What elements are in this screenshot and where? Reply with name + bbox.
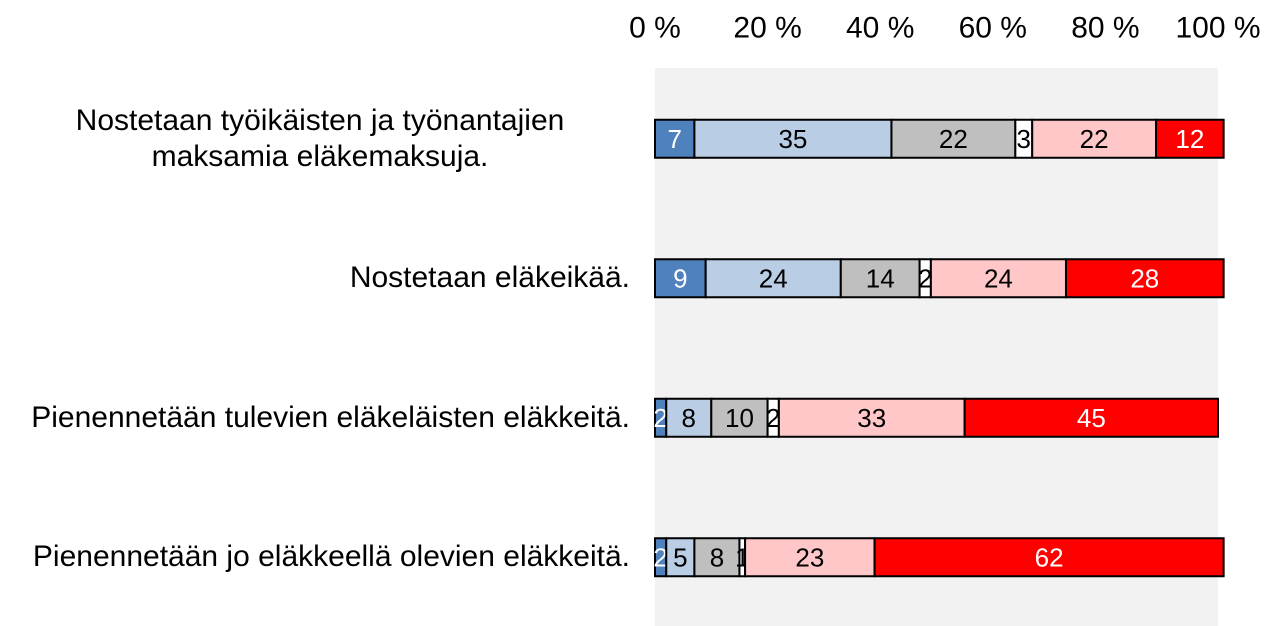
data-label: 8 — [710, 542, 724, 572]
x-tick-label: 80 % — [1071, 12, 1139, 45]
category-label: Nostetaan työikäisten ja työnantajien ma… — [0, 89, 630, 189]
x-tick-label: 0 % — [629, 12, 681, 45]
x-tick-label: 20 % — [733, 12, 801, 45]
data-label: 22 — [1080, 124, 1109, 154]
data-label: 23 — [795, 542, 824, 572]
x-tick-label: 40 % — [846, 12, 914, 45]
bar-segment — [1031, 118, 1158, 159]
data-label: 28 — [1130, 263, 1159, 293]
data-label: 2 — [766, 403, 780, 433]
category-label: Nostetaan eläkeikää. — [0, 228, 630, 328]
x-tick-label: 60 % — [959, 12, 1027, 45]
data-label: 2 — [653, 542, 667, 572]
data-label: 45 — [1077, 403, 1106, 433]
bar-segment — [1155, 118, 1225, 159]
category-label: Pienennetään jo eläkkeellä olevien eläkk… — [0, 507, 630, 607]
bar-segment — [963, 397, 1220, 438]
category-text: Nostetaan työikäisten ja työnantajien ma… — [75, 103, 565, 173]
category-text: Pienennetään jo eläkkeellä olevien eläkk… — [32, 540, 630, 574]
data-label: 33 — [857, 403, 886, 433]
data-label: 14 — [866, 263, 895, 293]
bar-segment — [1064, 258, 1225, 299]
data-label: 2 — [653, 403, 667, 433]
data-label: 5 — [673, 542, 687, 572]
data-label: 7 — [667, 124, 681, 154]
data-label: 10 — [725, 403, 754, 433]
bar-segment — [929, 258, 1067, 299]
data-label: 24 — [759, 263, 788, 293]
data-label: 35 — [778, 124, 807, 154]
data-label: 62 — [1035, 542, 1064, 572]
bar-segment — [654, 258, 707, 299]
data-label: 2 — [918, 263, 932, 293]
data-label: 3 — [1017, 124, 1031, 154]
x-tick-label: 100 % — [1175, 12, 1260, 45]
bar-segment — [873, 537, 1225, 578]
data-label: 9 — [673, 263, 687, 293]
category-label: Pienennetään tulevien eläkeläisten eläkk… — [0, 368, 630, 468]
data-label: 12 — [1175, 124, 1204, 154]
data-label: 8 — [682, 403, 696, 433]
category-text: Pienennetään tulevien eläkeläisten eläkk… — [31, 400, 630, 434]
data-label: 22 — [939, 124, 968, 154]
bar-segment — [704, 258, 842, 299]
plot-area — [655, 68, 1218, 626]
data-label: 24 — [984, 263, 1013, 293]
category-text: Nostetaan eläkeikää. — [349, 261, 630, 295]
